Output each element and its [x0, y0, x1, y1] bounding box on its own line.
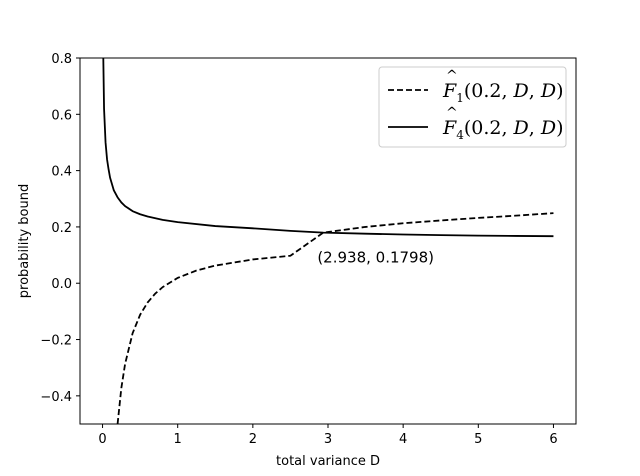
x-ticks: 0 1 2 3 4 5 6	[98, 424, 558, 447]
y-tick-label: 0.8	[51, 52, 72, 67]
y-ticks: −0.4 −0.2 0.0 0.2 0.4 0.6 0.8	[40, 52, 80, 405]
legend-entry-1-hat: ^	[446, 68, 458, 84]
y-tick-label: 0.6	[51, 108, 72, 123]
x-tick-label: 2	[249, 432, 257, 447]
y-axis-label: probability bound	[17, 184, 32, 298]
legend-entry-2-hat: ^	[446, 105, 458, 121]
plot-lines	[102, 58, 554, 424]
x-tick-label: 4	[399, 432, 407, 447]
legend-entry-1-var1: D	[513, 80, 529, 102]
legend-entry-1-comma: ,	[529, 80, 541, 102]
legend-entry-2: F4(0.2, D, D)	[442, 117, 564, 142]
legend-entry-1-var2: D	[540, 80, 556, 102]
x-tick-label: 0	[98, 432, 106, 447]
x-tick-label: 3	[324, 432, 332, 447]
y-tick-label: 0.0	[51, 277, 72, 292]
f1-dashed-line	[116, 212, 554, 424]
y-tick-label: 0.4	[51, 165, 72, 180]
y-tick-label: 0.2	[51, 221, 72, 236]
x-tick-label: 5	[474, 432, 482, 447]
legend-entry-2-base: F	[442, 117, 457, 139]
y-tick-label: −0.4	[40, 390, 72, 405]
x-tick-label: 6	[549, 432, 557, 447]
x-axis-label: total variance D	[276, 454, 380, 469]
intersection-annotation: (2.938, 0.1798)	[317, 249, 434, 267]
legend-entry-1: F1(0.2, D, D)	[442, 80, 564, 105]
y-tick-label: −0.2	[40, 334, 72, 349]
legend-entry-1-args: (0.2,	[464, 80, 514, 102]
legend-entry-1-sub: 1	[456, 91, 464, 105]
legend-entry-2-sub: 4	[456, 128, 464, 142]
x-tick-label: 1	[174, 432, 182, 447]
f4-solid-line	[102, 58, 554, 238]
legend-entry-2-var1: D	[513, 117, 529, 139]
legend-entry-2-var2: D	[540, 117, 556, 139]
legend-entry-1-close: )	[556, 80, 563, 102]
legend-entry-2-comma: ,	[529, 117, 541, 139]
legend-entry-2-close: )	[556, 117, 563, 139]
legend: F1(0.2, D, D) ^ F4(0.2, D, D) ^	[378, 66, 567, 148]
legend-entry-2-args: (0.2,	[464, 117, 514, 139]
legend-entry-1-base: F	[442, 80, 457, 102]
